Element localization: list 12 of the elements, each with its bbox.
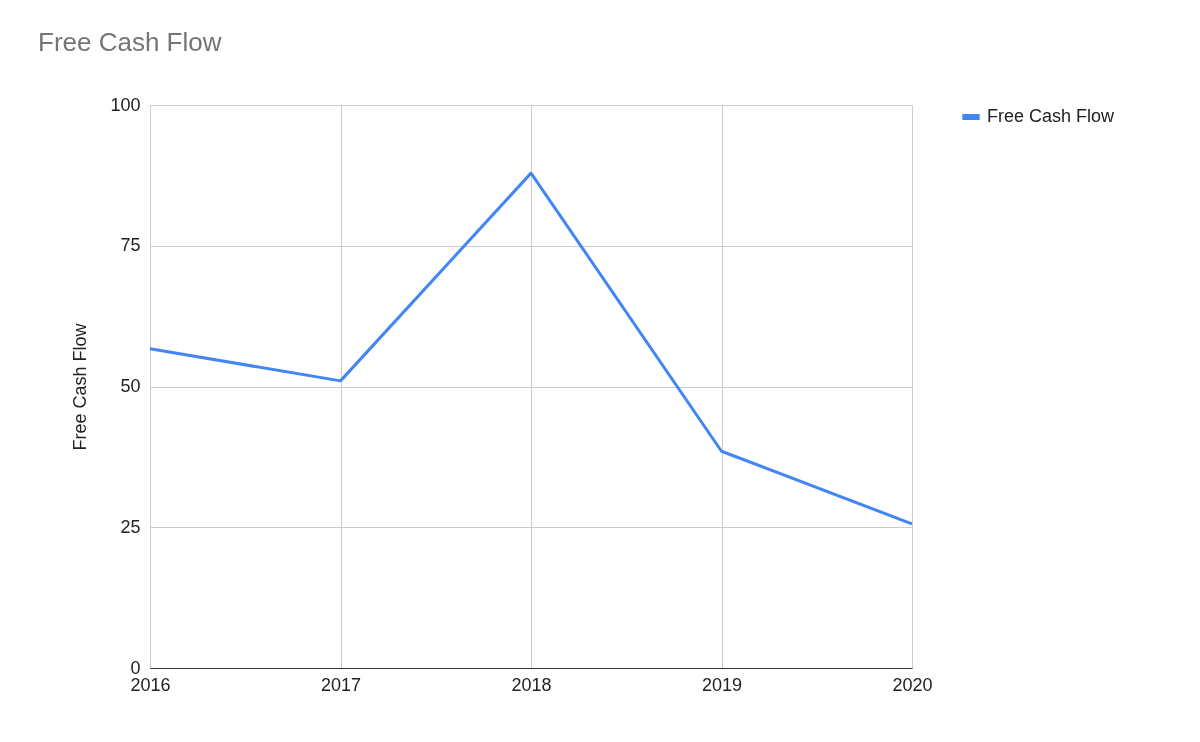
- y-tick-label: 75: [120, 235, 141, 256]
- chart-title: Free Cash Flow: [38, 27, 222, 57]
- legend-label: Free Cash Flow: [987, 106, 1116, 126]
- line-series: [148, 171, 914, 526]
- x-tick-label: 2020: [892, 674, 933, 695]
- x-tick-label: 2018: [511, 674, 552, 695]
- y-tick-label: 25: [120, 516, 141, 537]
- x-tick-label: 2017: [320, 674, 362, 695]
- y-axis-title: Free Cash Flow: [70, 322, 91, 451]
- x-tick-label: 2019: [701, 674, 743, 695]
- y-tick-label: 100: [110, 94, 141, 115]
- y-tick-label: 50: [120, 376, 141, 396]
